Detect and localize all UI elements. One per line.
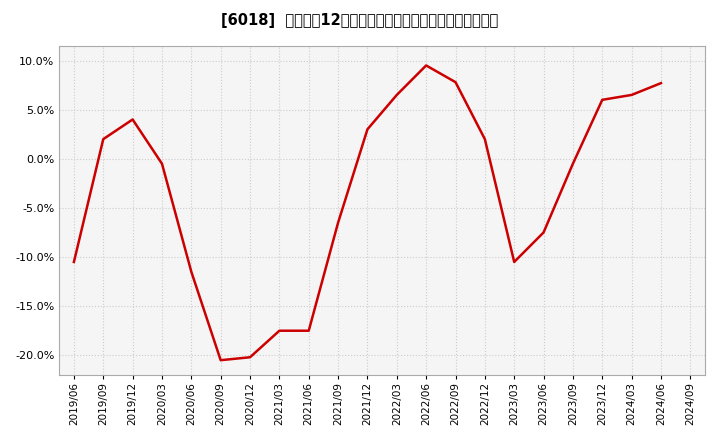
Text: [6018]  売上高の12か月移動合計の対前年同期増減率の推移: [6018] 売上高の12か月移動合計の対前年同期増減率の推移: [221, 13, 499, 28]
